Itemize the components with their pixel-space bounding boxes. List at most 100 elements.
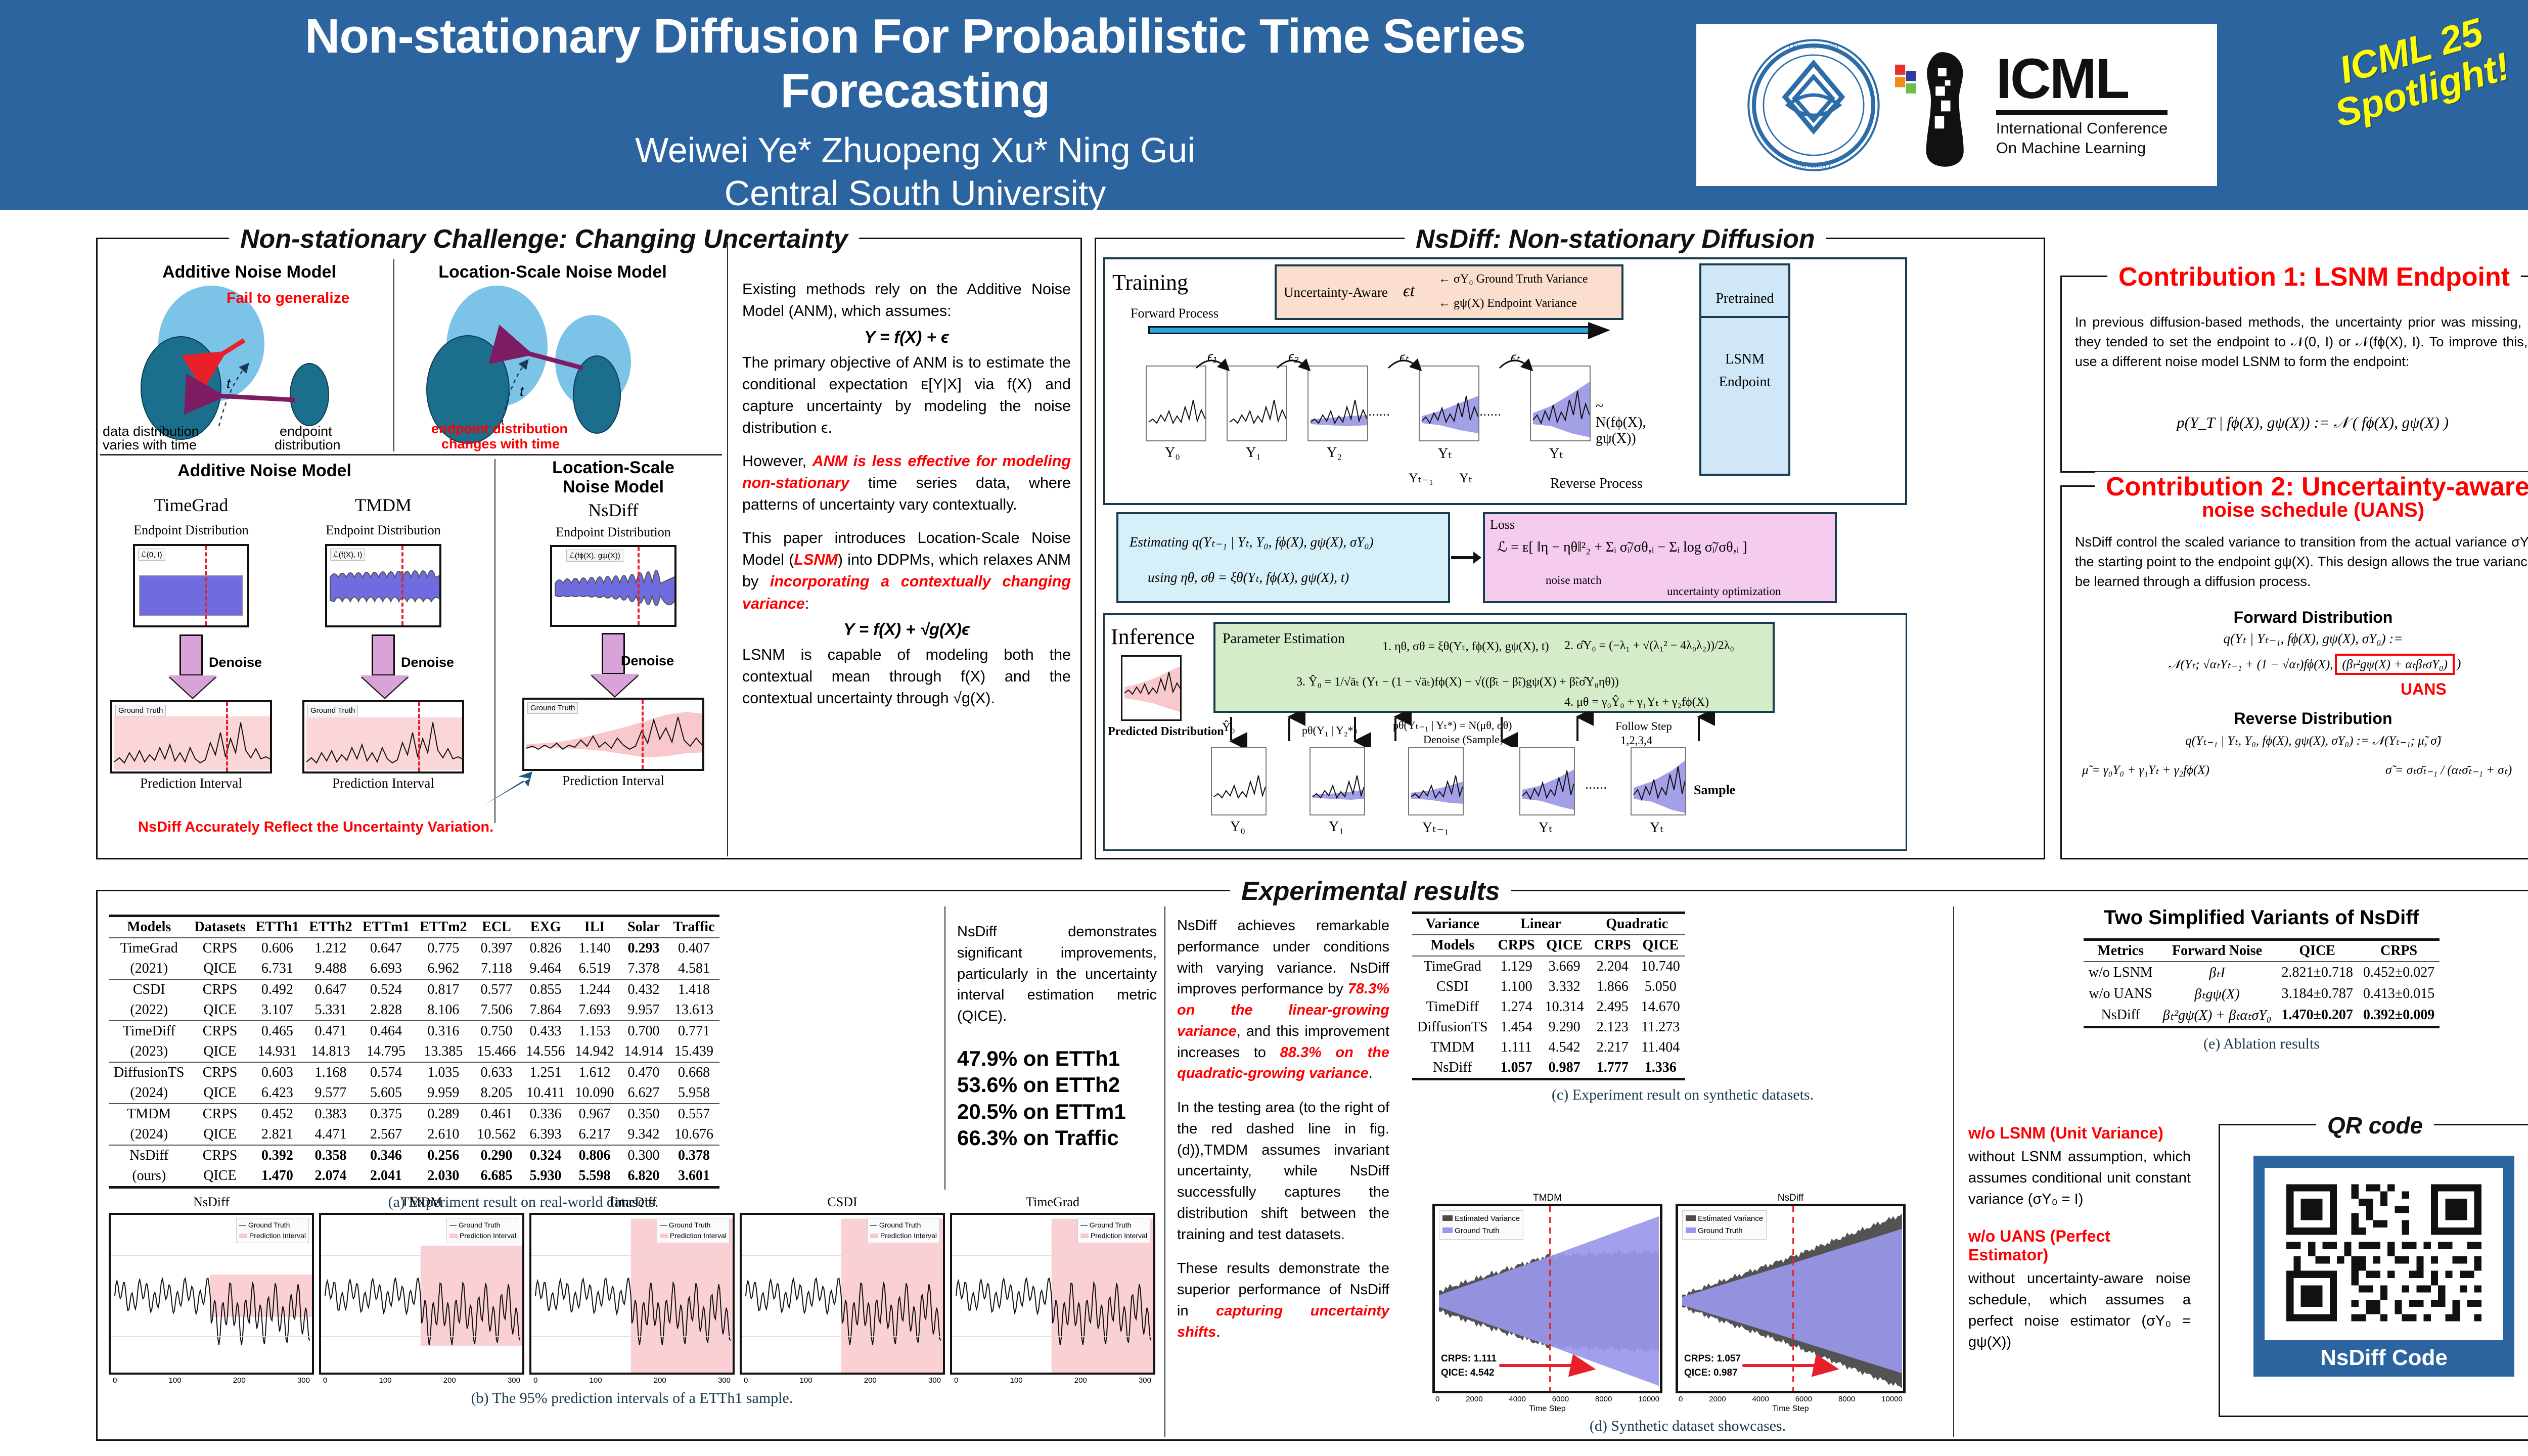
table-a-metric: QICE bbox=[203, 1002, 237, 1018]
pretrained-lsnm-box: Pretrained LSNM Endpoint bbox=[1699, 263, 1790, 476]
table-a-year: (2021) bbox=[130, 961, 168, 976]
endpoint-caption-timegrad: Endpoint Distribution bbox=[133, 523, 249, 537]
table-a-cell: 0.806 bbox=[578, 1148, 611, 1163]
table-c-cell: 9.290 bbox=[1548, 1019, 1581, 1035]
lsnm-mid: ) into DDPMs, which relaxes ANM by bbox=[742, 551, 1071, 590]
table-a-cell: 2.567 bbox=[370, 1126, 402, 1142]
table-a-cell: 0.633 bbox=[480, 1065, 513, 1080]
inference-state-label-0: Y₀ bbox=[1230, 819, 1245, 835]
table-a-cell: 13.613 bbox=[674, 1002, 713, 1018]
table-a-metric: CRPS bbox=[202, 1065, 238, 1080]
table-a-metric: CRPS bbox=[202, 1148, 238, 1163]
table-row: NsDiff βₜ²gψ(X) + βₜαₜσY₀ 1.470±0.207 0.392… bbox=[2083, 1005, 2440, 1027]
diagram-divider bbox=[393, 259, 394, 451]
table-c-cell: 1.336 bbox=[1644, 1060, 1677, 1075]
table-a-col-2: ETTh1 bbox=[255, 919, 299, 935]
inference-state-box-3 bbox=[1519, 747, 1575, 815]
table-a-cell: 7.378 bbox=[627, 961, 660, 976]
figure-b-caption: (b) The 95% prediction intervals of a ET… bbox=[471, 1390, 793, 1406]
ablation-heading-uans: w/o UANS (Perfect Estimator) bbox=[1968, 1227, 2110, 1264]
inference-state-label-2: Yₜ₋₁ bbox=[1422, 820, 1450, 836]
table-a-col-7: EXG bbox=[530, 919, 561, 935]
endpoint-distribution-sublabel: distribution bbox=[275, 437, 341, 452]
table-a-year: (2022) bbox=[130, 1002, 168, 1018]
prediction-series-tmdm bbox=[306, 717, 462, 770]
estimating-to-loss-arrow bbox=[1451, 552, 1481, 564]
anm-equation: Y = f(X) + ϵ bbox=[864, 327, 949, 346]
estimating-formula-line1: Estimating q(Yₜ₋₁ | Yₜ, Y₀, fϕ(X), gψ(X)… bbox=[1130, 534, 1374, 550]
lsnm-section-head-1: Location-Scale bbox=[552, 458, 674, 477]
inference-ellipsis: ...... bbox=[1585, 777, 1607, 792]
table-a-model: CSDI bbox=[132, 982, 165, 997]
table-a-year: (2024) bbox=[130, 1126, 168, 1142]
table-a-cell: 0.775 bbox=[427, 940, 460, 956]
anm-endpoint-blob bbox=[290, 363, 329, 426]
forecast-line-nsdiff bbox=[642, 700, 644, 769]
icml-name: ICML bbox=[1996, 47, 2130, 111]
table-c-group-2: Quadratic bbox=[1606, 916, 1668, 932]
left-panel-text-divider bbox=[727, 242, 728, 856]
split-line-tmdm bbox=[401, 546, 403, 625]
table-a-cell: 6.423 bbox=[261, 1085, 293, 1101]
table-c-model: CSDI bbox=[1436, 979, 1469, 994]
anm-section-head: Additive Noise Model bbox=[177, 461, 351, 480]
endpoint-label: Endpoint bbox=[1719, 374, 1771, 390]
table-a-cell: 0.289 bbox=[427, 1106, 460, 1122]
predicted-distribution-label: Predicted Distribution bbox=[1108, 725, 1224, 738]
lsnm-arrows bbox=[488, 324, 584, 424]
reverse-sigma-formula: σ̃ = σₜσ̄ₜ₋₁ / (αₜσ̄ₜ₋₁ + σₜ) bbox=[2385, 763, 2512, 777]
table-a-header-row: Models Datasets ETTh1 ETTh2 ETTm1 ETTm2 ECL EXG… bbox=[109, 916, 720, 938]
panel-contribution-2: Contribution 2: Uncertainty-aware noise … bbox=[2060, 472, 2528, 859]
inference-label: Inference bbox=[1111, 624, 1195, 649]
uans-tag: UANS bbox=[2401, 680, 2447, 698]
lsnm-acronym: LSNM bbox=[794, 551, 838, 568]
table-c-cell: 14.670 bbox=[1641, 999, 1680, 1015]
icml-subtitle-2: On Machine Learning bbox=[1996, 139, 2146, 157]
table-row: (2024) QICE 6.423 9.577 5.605 9.959 8.205 10.41… bbox=[109, 1083, 719, 1104]
table-row: DiffusionTS 1.454 9.290 2.123 11.273 bbox=[1412, 1017, 1685, 1037]
table-a-cell: 0.557 bbox=[678, 1106, 710, 1122]
table-a-cell: 0.470 bbox=[627, 1065, 660, 1080]
table-a-model: TimeDiff bbox=[122, 1023, 175, 1039]
table-e-cell: w/o UANS bbox=[2089, 986, 2152, 1002]
table-a-cell: 6.962 bbox=[427, 961, 460, 976]
table-a-cell: 6.627 bbox=[627, 1085, 660, 1101]
forward-distribution-suffix: ) bbox=[2456, 657, 2461, 671]
forecast-line-timegrad bbox=[225, 702, 228, 771]
table-c-cell: 0.987 bbox=[1548, 1060, 1581, 1075]
forward-ellipsis-1: ...... bbox=[1368, 403, 1390, 419]
improvement-stat-1: 53.6% on ETTh2 bbox=[957, 1073, 1120, 1097]
side-c-paragraph-2: In the testing area (to the right of the… bbox=[1177, 1100, 1389, 1243]
prediction-interval-label-timegrad: Prediction Interval bbox=[140, 776, 242, 791]
table-e-caption: (e) Ablation results bbox=[2203, 1035, 2320, 1052]
table-a-cell: 8.205 bbox=[480, 1085, 513, 1101]
table-a-cell: 0.771 bbox=[678, 1023, 710, 1039]
table-a-cell: 0.574 bbox=[370, 1065, 402, 1080]
qr-code-card[interactable]: NsDiff Code bbox=[2253, 1156, 2514, 1377]
ground-truth-legend-tmdm: Ground Truth bbox=[307, 705, 358, 716]
table-e-col-1: Forward Noise bbox=[2172, 943, 2263, 959]
table-e-cell: 2.821±0.718 bbox=[2281, 965, 2353, 980]
endpoint-changes-line2: changes with time bbox=[441, 436, 560, 451]
table-a-cell: 0.826 bbox=[529, 940, 562, 956]
side-c-highlight-1: 78.3% on the linear-growing variance bbox=[1177, 981, 1389, 1039]
logo-container: CENTRAL SOUTH UNIVERSITY ICML Inte bbox=[1696, 24, 2217, 186]
inference-chain: ...... Sample Y₀ Y₁ Yₜ₋₁ Yₜ Yₜ bbox=[1211, 741, 1808, 842]
table-ablation-results: Metrics Forward Noise QICE CRPS w/o LSNM βₜI… bbox=[2083, 938, 2440, 1028]
table-c-cell: 1.777 bbox=[1596, 1060, 1629, 1075]
table-a-col-4: ETTm1 bbox=[362, 919, 410, 935]
table-e-cell: 1.470±0.207 bbox=[2281, 1007, 2353, 1023]
qr-code-icon[interactable] bbox=[2265, 1168, 2503, 1340]
improvement-stat-3: 66.3% on Traffic bbox=[957, 1126, 1119, 1150]
diagram-head-lsnm: Location-Scale Noise Model bbox=[438, 262, 667, 282]
qr-code-matrix bbox=[2279, 1177, 2489, 1329]
forward-state-box-4 bbox=[1530, 366, 1591, 441]
table-c-model: DiffusionTS bbox=[1417, 1019, 1488, 1035]
figure-d-chart-0: TMDM Estimated Variance Ground Truth CRPS… bbox=[1432, 1193, 1662, 1414]
table-a-cell: 2.030 bbox=[427, 1168, 460, 1184]
table-a-cell: 5.958 bbox=[678, 1085, 710, 1101]
figure-d-chart-1: NsDiff Estimated Variance Ground Truth CR… bbox=[1676, 1193, 1906, 1414]
denoise-sample-label: Denoise (Sample) bbox=[1423, 733, 1504, 746]
forward-state-box-0 bbox=[1146, 366, 1206, 441]
table-a-cell: 9.342 bbox=[627, 1126, 660, 1142]
